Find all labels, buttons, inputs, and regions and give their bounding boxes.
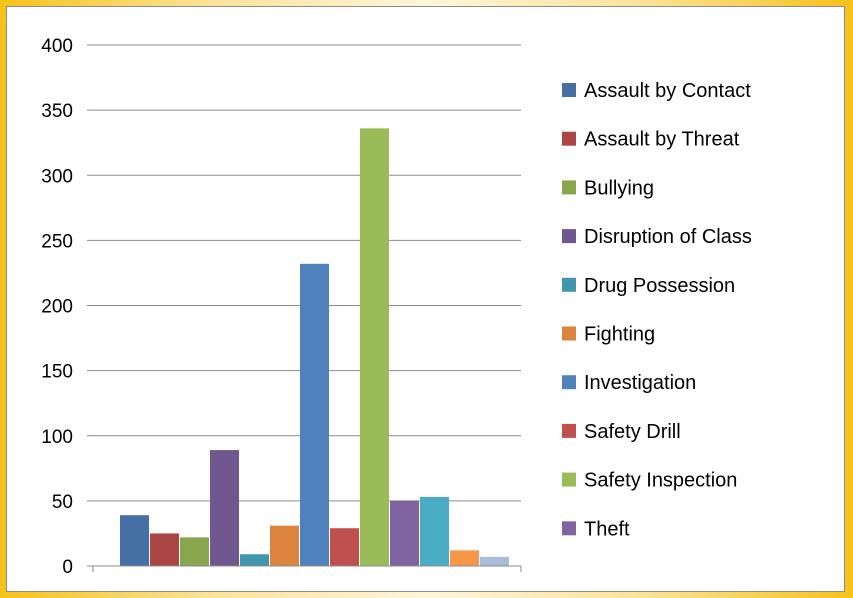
legend-swatch [562, 521, 576, 536]
y-tick-label: 200 [41, 297, 73, 318]
legend-swatch [562, 277, 576, 292]
bar [120, 515, 149, 566]
legend-swatch [562, 472, 576, 487]
y-axis-ticks: 0 50 100 150 200 250 300 350 400 [41, 36, 73, 578]
legend-swatch [562, 131, 576, 146]
bar [450, 550, 479, 566]
legend-label: Fighting [584, 324, 655, 346]
legend-swatch [562, 229, 576, 244]
bar [180, 537, 209, 566]
bar [330, 528, 359, 566]
legend-label: Safety Drill [584, 421, 681, 443]
chart-frame: 0 50 100 150 200 250 300 350 400 Assault by Cont… [6, 6, 845, 592]
bar-chart: 0 50 100 150 200 250 300 350 400 Assault by Cont… [41, 36, 752, 578]
legend-label: Drug Possession [584, 275, 735, 297]
legend-swatch [562, 423, 576, 438]
legend: Assault by Contact Assault by Threat Bully… [562, 80, 752, 540]
legend-label: Theft [584, 518, 630, 540]
y-tick-label: 0 [62, 557, 73, 578]
y-tick-label: 150 [41, 362, 73, 383]
bar [480, 556, 509, 566]
legend-label: Assault by Contact [584, 80, 751, 102]
y-tick-label: 50 [52, 492, 73, 513]
y-tick-label: 300 [41, 166, 73, 187]
legend-label: Bullying [584, 177, 654, 199]
legend-swatch [562, 180, 576, 195]
y-tick-label: 350 [41, 101, 73, 122]
bar [240, 554, 269, 566]
bar [300, 263, 329, 566]
legend-label: Safety Inspection [584, 470, 737, 492]
legend-swatch [562, 375, 576, 390]
legend-label: Disruption of Class [584, 226, 752, 248]
y-tick-label: 400 [41, 36, 73, 57]
legend-swatch [562, 326, 576, 341]
y-tick-label: 100 [41, 427, 73, 448]
bar [390, 500, 419, 566]
legend-label: Investigation [584, 372, 696, 394]
legend-label: Assault by Threat [584, 129, 740, 151]
legend-swatch [562, 83, 576, 97]
bar [270, 525, 299, 566]
bar [210, 450, 239, 566]
y-tick-label: 250 [41, 231, 73, 252]
x-axis [92, 565, 522, 572]
bar [360, 128, 389, 567]
bars [120, 128, 509, 567]
bar [150, 533, 179, 566]
bar [420, 496, 449, 566]
